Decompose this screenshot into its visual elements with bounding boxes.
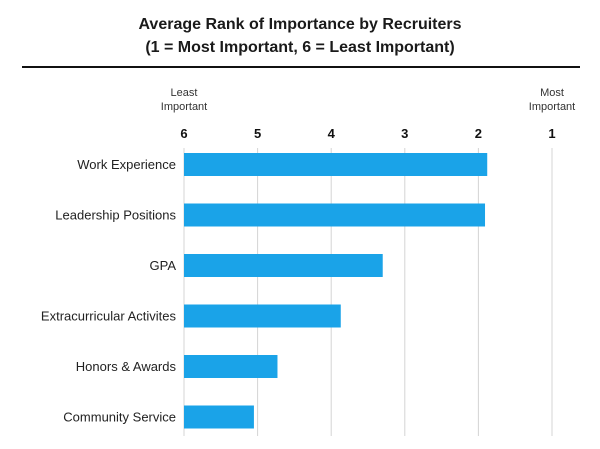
- axis-note-most: Most: [540, 87, 564, 99]
- bar: [184, 304, 341, 328]
- axis-note-least: Least: [171, 87, 198, 99]
- category-label: Work Experience: [77, 157, 176, 172]
- bar: [184, 203, 486, 227]
- category-label: Community Service: [63, 410, 176, 425]
- bar: [184, 405, 254, 429]
- gridlines: [183, 148, 553, 436]
- axis-note-most: Important: [529, 101, 575, 113]
- title-divider: [22, 66, 580, 68]
- bar: [184, 254, 383, 277]
- x-tick-label: 4: [328, 126, 336, 141]
- category-label: Leadership Positions: [55, 208, 176, 223]
- axis-notes: Least Important Most Important: [161, 87, 575, 113]
- bar: [184, 355, 278, 378]
- x-tick-label: 3: [401, 126, 408, 141]
- x-tick-label: 1: [548, 126, 555, 141]
- axis-note-least: Important: [161, 101, 207, 113]
- x-tick-label: 2: [475, 126, 482, 141]
- category-label: GPA: [150, 258, 177, 273]
- x-tick-label: 5: [254, 126, 261, 141]
- chart-subtitle: (1 = Most Important, 6 = Least Important…: [145, 39, 455, 56]
- x-tick-label: 6: [180, 126, 187, 141]
- bars: [184, 153, 488, 429]
- chart-title: Average Rank of Importance by Recruiters: [138, 16, 462, 33]
- category-labels: Work Experience Leadership Positions GPA Ex…: [41, 157, 177, 425]
- category-label: Honors & Awards: [76, 359, 177, 374]
- bar: [184, 153, 488, 176]
- category-label: Extracurricular Activites: [41, 309, 177, 324]
- x-axis-ticks: 6 5 4 3 2 1: [180, 126, 555, 141]
